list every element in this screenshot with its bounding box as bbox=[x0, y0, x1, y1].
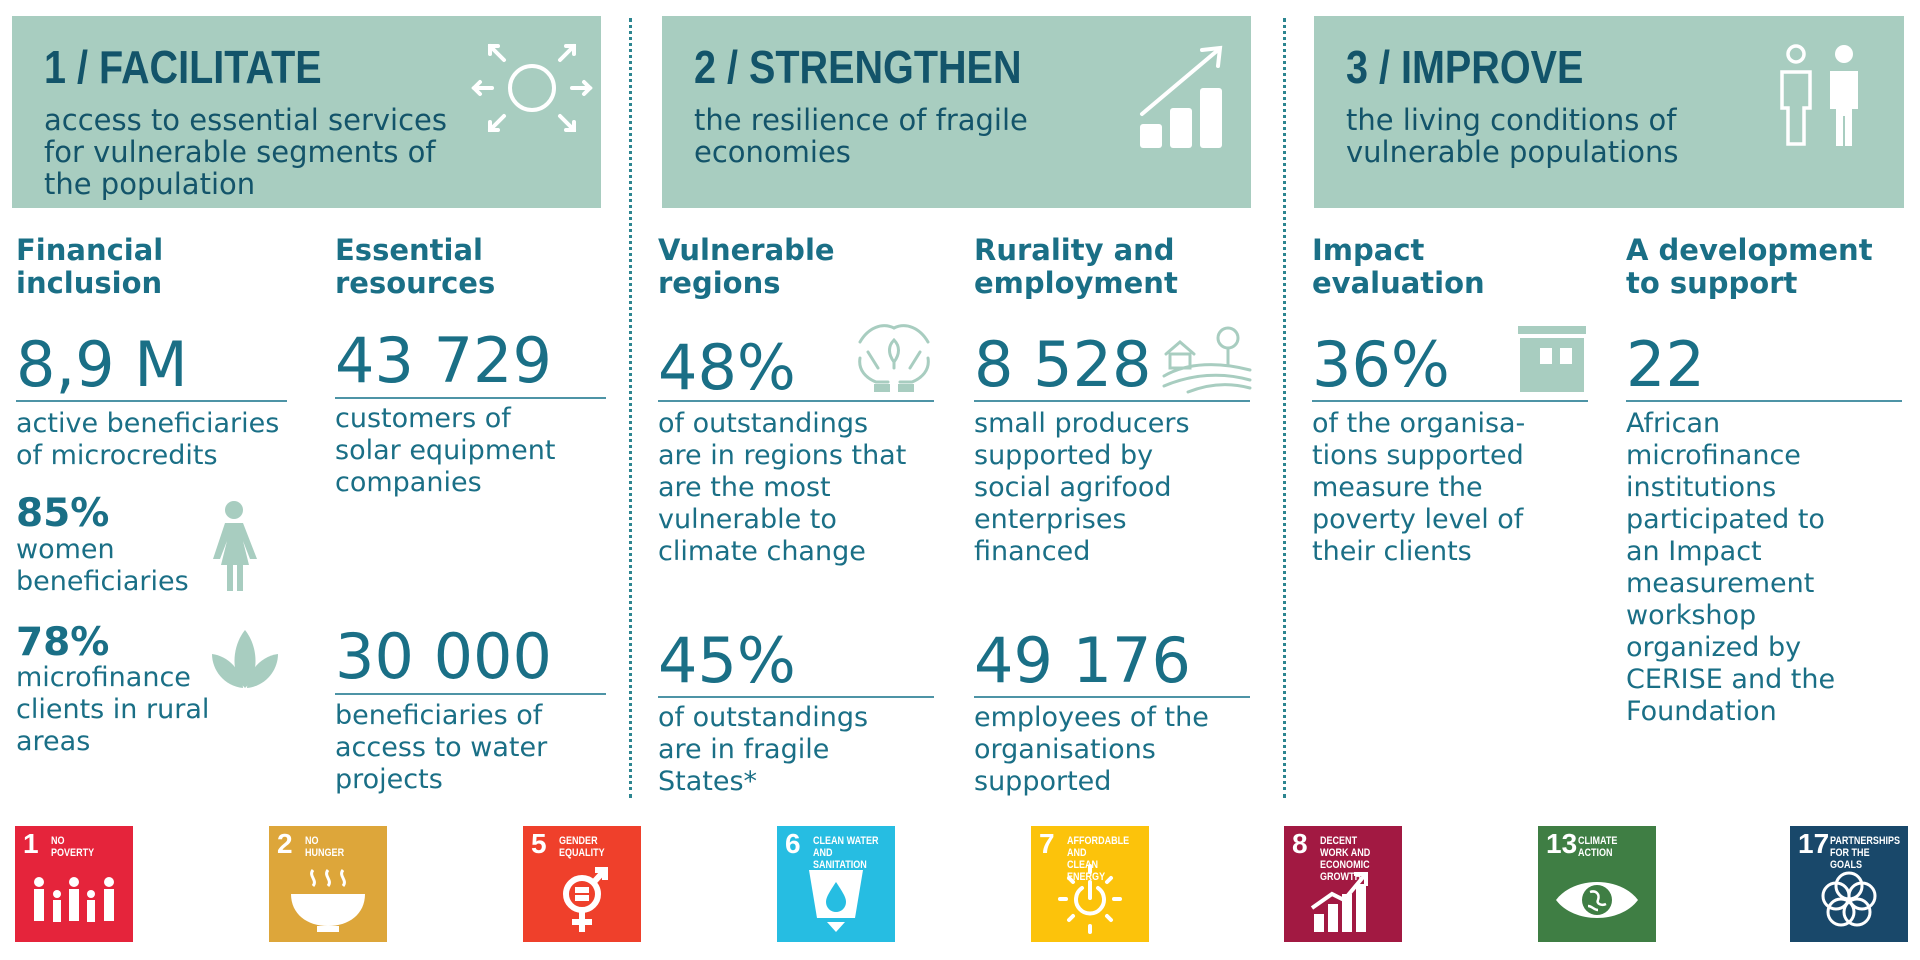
gender-equality-icon bbox=[563, 867, 608, 932]
sdg-label: NO HUNGER bbox=[305, 835, 345, 859]
sdg-label: DECENT WORK AND ECONOMIC GROWTH bbox=[1320, 835, 1371, 883]
pillar-subtitle: access to essential services for vulnera… bbox=[44, 103, 448, 201]
pillar-panel-strengthen: 2 / STRENGTHEN the resilience of fragile… bbox=[662, 16, 1251, 208]
growth-bars-icon bbox=[1310, 872, 1368, 932]
sdg-tile-6: 6 CLEAN WATER AND SANITATION bbox=[777, 826, 895, 942]
financial-inclusion-desc: active beneficiaries of microcredits bbox=[16, 408, 280, 471]
leaves-icon bbox=[212, 630, 278, 688]
water-beneficiaries-value: 30 000 bbox=[335, 620, 552, 693]
pillar-title: 2 / STRENGTHEN bbox=[694, 41, 1022, 93]
sdg-label: PARTNERSHIPS FOR THE GOALS bbox=[1830, 835, 1901, 871]
family-icon bbox=[34, 877, 114, 922]
women-beneficiaries-pct: 85% bbox=[16, 491, 110, 536]
solar-customers-desc: customers of solar equipment companies bbox=[335, 403, 556, 498]
sdg-tile-17: 17 PARTNERSHIPS FOR THE GOALS bbox=[1790, 826, 1908, 942]
poverty-measure-value: 36% bbox=[1312, 328, 1450, 401]
small-producers-desc: small producers supported by social agri… bbox=[974, 408, 1190, 567]
column-divider bbox=[1283, 18, 1286, 798]
sdg-tile-5: 5 GENDER EQUALITY bbox=[523, 826, 641, 942]
woman-icon bbox=[213, 501, 257, 591]
rurality-employment-heading: Rurality and employment bbox=[974, 233, 1178, 300]
bowl-icon bbox=[291, 869, 365, 932]
power-sun-icon bbox=[1058, 864, 1122, 934]
people-icon bbox=[1780, 44, 1858, 146]
mfi-workshop-desc: African microfinance institutions partic… bbox=[1626, 408, 1836, 727]
hands-plant-icon bbox=[858, 324, 930, 392]
divider-line bbox=[974, 696, 1250, 698]
divider-line bbox=[658, 696, 934, 698]
sdg-label: CLIMATE ACTION bbox=[1578, 835, 1618, 859]
climate-vulnerable-desc: of outstandings are in regions that are … bbox=[658, 408, 907, 567]
sdg-number: 6 bbox=[785, 828, 801, 859]
employees-value: 49 176 bbox=[974, 624, 1191, 697]
divider-line bbox=[974, 400, 1250, 402]
financial-inclusion-value: 8,9 M bbox=[16, 328, 188, 401]
sdg-number: 1 bbox=[23, 828, 39, 859]
pillar-title: 1 / FACILITATE bbox=[44, 41, 322, 93]
divider-line bbox=[1312, 400, 1588, 402]
small-producers-value: 8 528 bbox=[974, 328, 1152, 401]
pillar-subtitle: the resilience of fragile economies bbox=[694, 103, 1028, 169]
impact-evaluation-heading: Impact evaluation bbox=[1312, 233, 1485, 300]
sdg-label: CLEAN WATER AND SANITATION bbox=[813, 835, 879, 871]
building-icon bbox=[1518, 326, 1586, 392]
divider-line bbox=[1626, 400, 1902, 402]
solar-customers-value: 43 729 bbox=[335, 324, 552, 397]
pillar-title: 3 / IMPROVE bbox=[1346, 41, 1584, 93]
sdg-label: NO POVERTY bbox=[51, 835, 95, 859]
water-beneficiaries-desc: beneficiaries of access to water project… bbox=[335, 700, 548, 795]
mfi-workshop-value: 22 bbox=[1626, 328, 1705, 401]
divider-line bbox=[335, 693, 606, 695]
sdg-tile-8: 8 DECENT WORK AND ECONOMIC GROWTH bbox=[1284, 826, 1402, 942]
pillar-subtitle: the living conditions of vulnerable popu… bbox=[1346, 103, 1679, 169]
development-support-heading: A development to support bbox=[1626, 233, 1873, 300]
climate-vulnerable-value: 48% bbox=[658, 331, 796, 404]
sdg-label: GENDER EQUALITY bbox=[559, 835, 605, 859]
eye-globe-icon bbox=[1556, 882, 1638, 918]
sun-arrows-icon bbox=[471, 44, 593, 132]
fragile-states-value: 45% bbox=[658, 624, 796, 697]
divider-line bbox=[16, 400, 287, 402]
fragile-states-desc: of outstandings are in fragile States* bbox=[658, 702, 869, 797]
rural-clients-pct: 78% bbox=[16, 620, 110, 665]
financial-inclusion-heading: Financial inclusion bbox=[16, 233, 164, 300]
women-beneficiaries-desc: women beneficiaries bbox=[16, 534, 189, 597]
sdg-tile-13: 13 CLIMATE ACTION bbox=[1538, 826, 1656, 942]
employees-desc: employees of the organisations supported bbox=[974, 702, 1209, 797]
column-divider bbox=[629, 18, 632, 798]
poverty-measure-desc: of the organisa- tions supported measure… bbox=[1312, 408, 1526, 567]
pillar-panel-facilitate: 1 / FACILITATE access to essential servi… bbox=[12, 16, 601, 208]
sdg-number: 5 bbox=[531, 828, 547, 859]
divider-line bbox=[335, 397, 606, 399]
sdg-number: 2 bbox=[277, 828, 293, 859]
sdg-number: 17 bbox=[1798, 828, 1830, 859]
sdg-number: 8 bbox=[1292, 828, 1308, 859]
sdg-number: 13 bbox=[1546, 828, 1578, 859]
farm-landscape-icon bbox=[1162, 326, 1252, 394]
rings-icon bbox=[1821, 871, 1877, 927]
rural-clients-desc: microfinance clients in rural areas bbox=[16, 662, 210, 757]
sdg-number: 7 bbox=[1039, 828, 1055, 859]
water-drop-icon bbox=[809, 870, 863, 932]
sdg-tile-7: 7 AFFORDABLE AND CLEAN ENERGY bbox=[1031, 826, 1149, 942]
divider-line bbox=[658, 400, 934, 402]
growth-chart-icon bbox=[1140, 45, 1223, 148]
sdg-tile-2: 2 NO HUNGER bbox=[269, 826, 387, 942]
sdg-tile-1: 1 NO POVERTY bbox=[15, 826, 133, 942]
pillar-panel-improve: 3 / IMPROVE the living conditions of vul… bbox=[1314, 16, 1904, 208]
vulnerable-regions-heading: Vulnerable regions bbox=[658, 233, 835, 300]
essential-resources-heading: Essential resources bbox=[335, 233, 496, 300]
